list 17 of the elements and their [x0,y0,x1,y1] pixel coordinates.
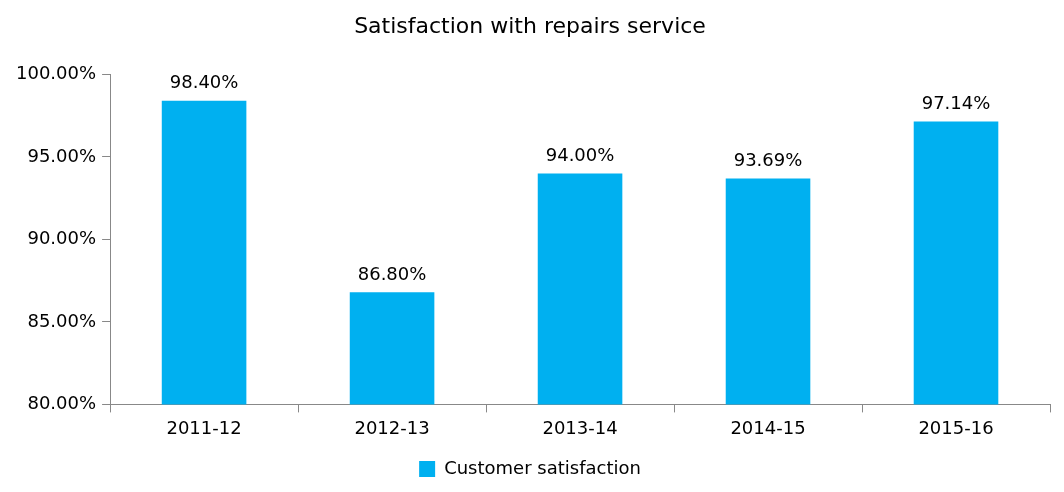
y-tick-label: 90.00% [27,227,97,249]
x-tick-label: 2011-12 [166,416,242,438]
data-label: 94.00% [545,144,615,166]
x-tick-label: 2013-14 [542,416,618,438]
x-tick-label: 2014-15 [730,416,806,438]
legend-label: Customer satisfaction [444,456,641,478]
chart-title: Satisfaction with repairs service [354,12,706,38]
y-tick-label: 85.00% [27,309,97,331]
x-tick-label: 2015-16 [918,416,994,438]
data-label: 98.40% [169,71,239,93]
data-label: 86.80% [357,262,427,284]
y-tick-label: 80.00% [27,392,97,414]
data-label: 97.14% [921,92,991,114]
y-tick-label: 95.00% [27,144,97,166]
x-tick-label: 2012-13 [354,416,430,438]
data-label: 93.69% [733,149,803,171]
y-tick-label: 100.00% [15,62,97,84]
